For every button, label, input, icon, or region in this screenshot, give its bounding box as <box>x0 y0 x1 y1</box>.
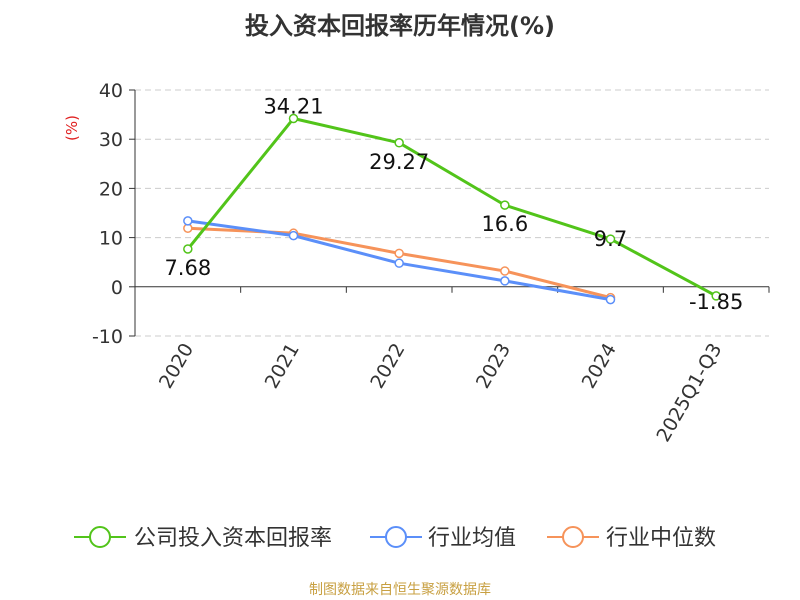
data-point <box>711 291 721 301</box>
data-point <box>394 138 404 148</box>
data-point <box>183 216 193 226</box>
y-axis-label: (%) <box>63 115 81 141</box>
data-point <box>500 276 510 286</box>
legend-marker <box>562 526 584 548</box>
data-point <box>394 258 404 268</box>
series-line-0 <box>186 116 717 298</box>
y-tick-label: 30 <box>99 129 123 151</box>
data-labels: 7.68 34.21 29.27 16.6 9.7 -1.85 <box>164 94 743 313</box>
data-point <box>394 248 404 259</box>
data-label: 29.27 <box>369 150 429 174</box>
data-point <box>500 266 510 276</box>
legend-marker <box>89 526 111 548</box>
chart-title: 投入资本回报率历年情况(%) <box>245 12 555 40</box>
data-point <box>288 230 299 241</box>
x-tick-label: 2022 <box>366 340 409 393</box>
x-tick-label: 2025Q1-Q3 <box>652 340 726 446</box>
y-tick-label: 20 <box>99 178 123 200</box>
legend-marker <box>385 526 407 548</box>
data-label: 34.21 <box>263 94 323 118</box>
data-label: 7.68 <box>164 256 211 280</box>
data-label: 16.6 <box>481 212 528 236</box>
y-tick-label: 10 <box>99 228 123 250</box>
legend[interactable]: 公司投入资本回报率 行业均值 行业中位数 <box>74 526 716 551</box>
legend-label: 公司投入资本回报率 <box>134 526 332 551</box>
x-tick-label: 2021 <box>261 340 304 393</box>
data-point <box>183 244 193 254</box>
legend-label: 行业均值 <box>428 526 516 551</box>
legend-label: 行业中位数 <box>606 526 716 551</box>
y-tick-label: 40 <box>99 80 123 102</box>
x-tick-label: 2020 <box>155 340 198 393</box>
data-point <box>605 294 616 305</box>
x-tick-label: 2024 <box>578 340 621 393</box>
series-lines <box>183 113 721 305</box>
y-tick-label: 0 <box>111 277 123 299</box>
gridlines <box>135 89 769 337</box>
x-tick-label: 2023 <box>472 340 515 393</box>
source-note: 制图数据来自恒生聚源数据库 <box>309 582 491 598</box>
data-point <box>605 234 616 244</box>
y-tick-label: -10 <box>92 326 123 348</box>
data-point <box>288 113 299 124</box>
data-label: -1.85 <box>689 290 743 314</box>
data-label: 9.7 <box>594 227 627 251</box>
data-point <box>500 200 510 210</box>
